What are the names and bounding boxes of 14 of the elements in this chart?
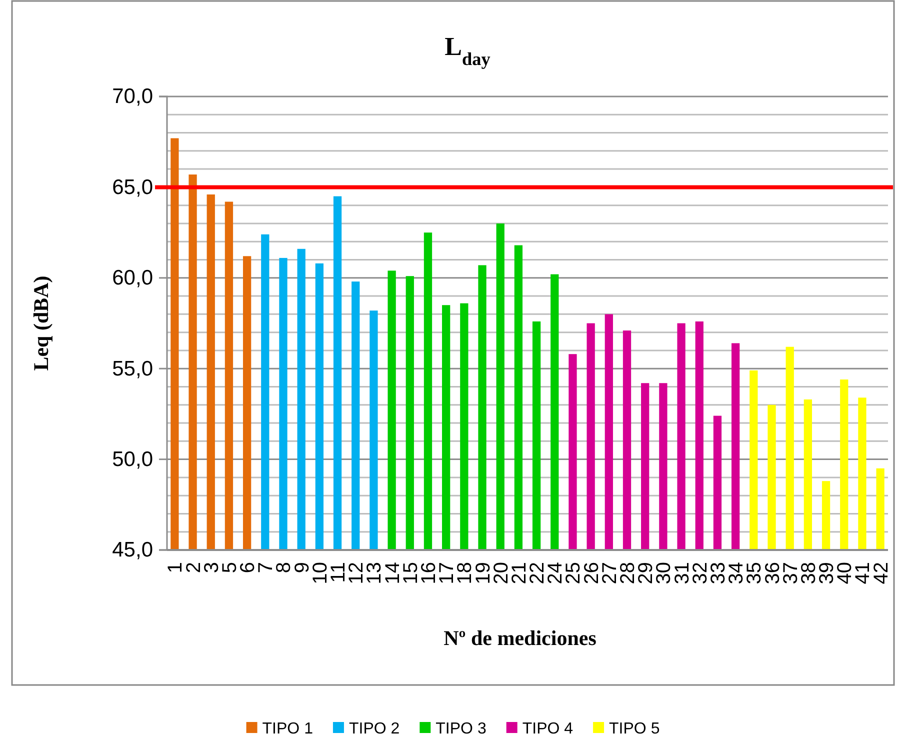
y-tick-label: 45,0 [112, 538, 153, 562]
y-tick-label: 60,0 [112, 266, 153, 290]
y-tick-label: 70,0 [112, 85, 153, 108]
legend-label: TIPO 2 [348, 720, 400, 738]
legend-label: TIPO 5 [609, 720, 660, 738]
y-tick-label: 55,0 [112, 357, 153, 380]
legend-label: TIPO 1 [262, 720, 314, 738]
y-tick-label: 65,0 [112, 176, 153, 199]
legend-label: TIPO 4 [522, 720, 574, 738]
y-tick-label: 50,0 [112, 448, 153, 472]
x-axis-title: Nº de mediciones [444, 626, 596, 650]
legend-label: TIPO 3 [436, 720, 486, 738]
y-axis-title: Leq (dBA) [29, 276, 53, 371]
chart-title: L$_{day}$ [444, 32, 490, 69]
